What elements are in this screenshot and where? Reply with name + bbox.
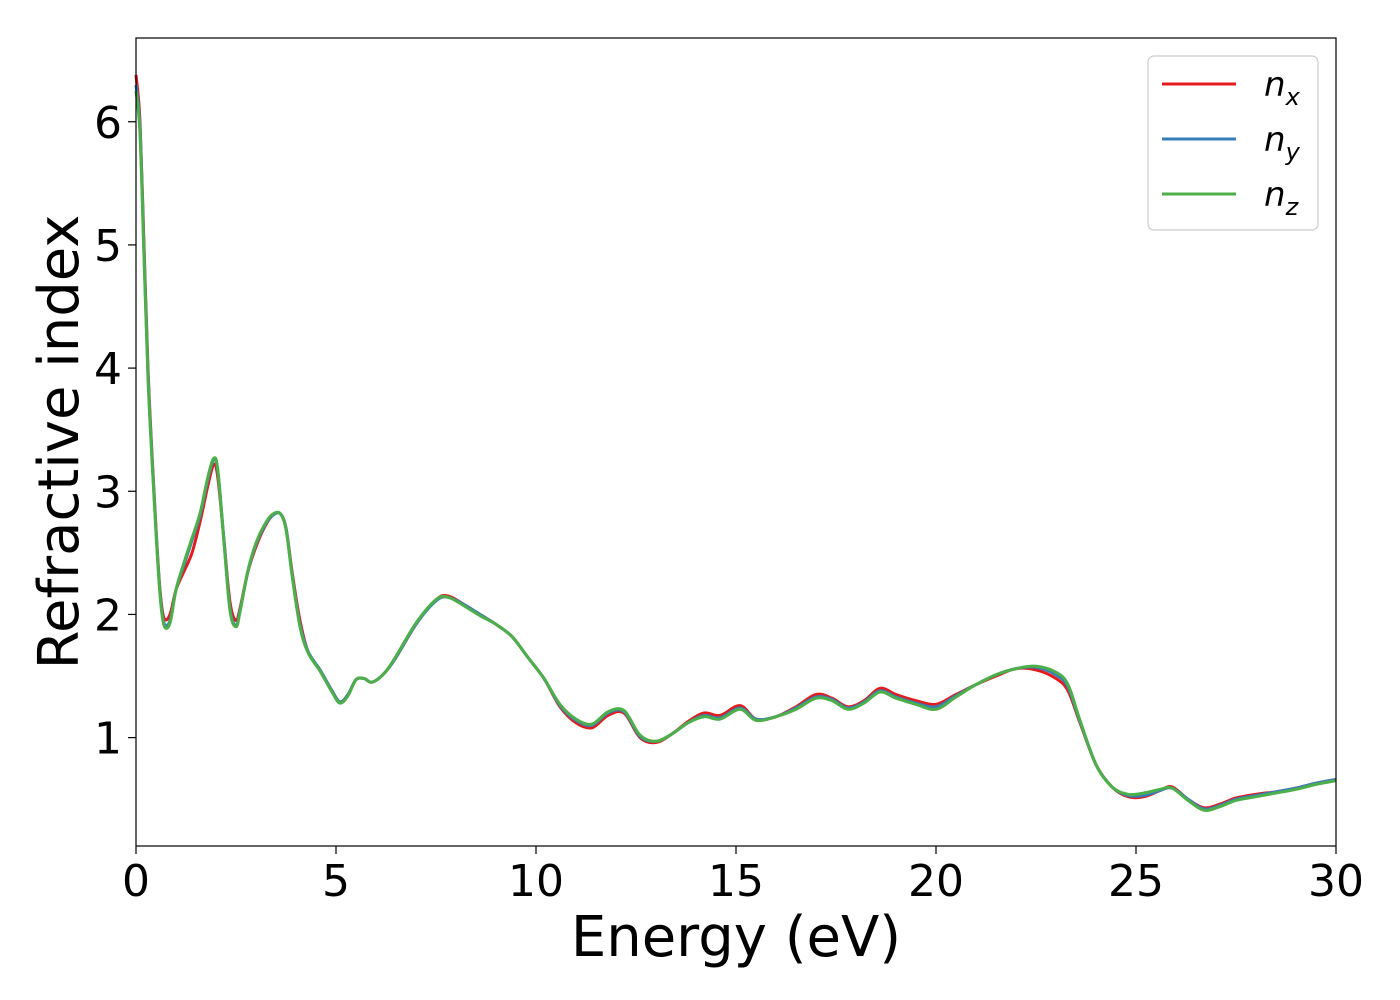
y-tick-label: 5 [94, 221, 122, 272]
y-tick-label: 3 [94, 467, 122, 518]
y-tick-label: 6 [94, 98, 122, 149]
legend-box [1147, 55, 1319, 231]
x-tick-label: 5 [322, 856, 350, 907]
legend: nx ny nz [1147, 55, 1319, 231]
x-tick-label: 10 [508, 856, 564, 907]
x-tick-label: 15 [708, 856, 764, 907]
legend-label-nz: nz [1264, 175, 1300, 221]
y-axis-label: Refractive index [27, 215, 92, 670]
x-axis-label: Energy (eV) [571, 905, 901, 970]
x-axis-ticks: 0 5 10 15 20 25 30 [122, 846, 1364, 907]
x-tick-label: 25 [1108, 856, 1164, 907]
x-tick-label: 0 [122, 856, 150, 907]
y-tick-label: 4 [94, 344, 122, 395]
legend-label-ny: ny [1264, 120, 1301, 166]
y-tick-label: 2 [94, 590, 122, 641]
series-line-nz [134, 90, 1337, 812]
legend-label-nx: nx [1264, 65, 1301, 111]
x-tick-label: 30 [1308, 856, 1364, 907]
series-lines [134, 74, 1337, 812]
y-tick-label: 1 [94, 714, 122, 765]
y-axis-ticks: 1 2 3 4 5 6 [94, 98, 136, 765]
x-tick-label: 20 [908, 856, 964, 907]
